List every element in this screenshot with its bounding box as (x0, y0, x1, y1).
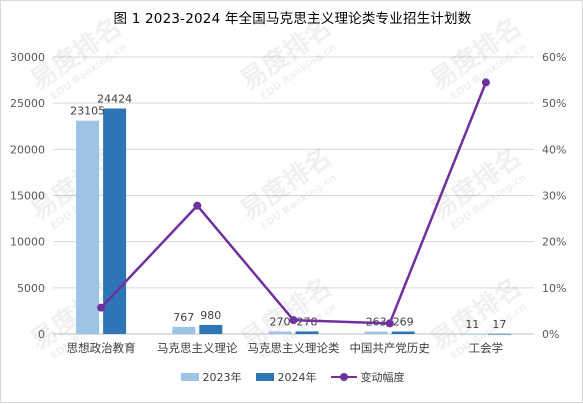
bar-value-label: 270 (270, 316, 291, 329)
bar (391, 331, 415, 334)
bar (76, 120, 100, 334)
x-tick-label: 工会学 (469, 341, 504, 355)
legend-item-2023: 2023年 (180, 369, 242, 385)
y2-tick-label: 30% (542, 190, 566, 203)
bars (76, 108, 511, 335)
change-rate-point (289, 316, 298, 325)
legend: 2023年 2024年 变动幅度 (1, 369, 583, 385)
bar-value-label: 767 (173, 311, 194, 324)
y-tick-label: 25000 (10, 97, 45, 110)
x-tick-label: 中国共产党历史 (349, 341, 430, 355)
y2-tick-label: 0% (542, 328, 559, 341)
bar (199, 324, 223, 334)
x-tick-label: 思想政治教育 (67, 341, 136, 355)
legend-label-2023: 2023年 (202, 371, 242, 384)
bar (103, 108, 127, 334)
bar (460, 333, 484, 335)
y-tick-label: 5000 (17, 282, 45, 295)
legend-label-change: 变动幅度 (360, 371, 405, 384)
change-rate-line (97, 78, 490, 328)
bar-value-label: 269 (393, 316, 414, 329)
x-tick-label: 马克思主义理论 (157, 341, 238, 355)
bar (364, 331, 388, 334)
x-tick-label: 马克思主义理论类 (248, 341, 340, 355)
y-tick-label: 30000 (10, 51, 45, 64)
change-rate-point (385, 319, 394, 328)
legend-item-change: 变动幅度 (330, 369, 405, 385)
y-tick-label: 20000 (10, 143, 45, 156)
legend-swatch-2024 (255, 373, 274, 381)
bar-value-label: 278 (297, 315, 318, 328)
y2-tick-label: 10% (542, 282, 566, 295)
y-axis-right: 0% 10% 20% 30% 40% 50% 60% (542, 51, 566, 341)
bar (487, 333, 511, 335)
y2-tick-label: 50% (542, 97, 566, 110)
bar-value-label: 23105 (70, 105, 105, 118)
legend-label-2024: 2024年 (277, 371, 317, 384)
y-tick-label: 15000 (10, 190, 45, 203)
bar-value-label: 17 (492, 318, 506, 331)
y-tick-label: 10000 (10, 236, 45, 249)
bar-value-label: 980 (200, 309, 221, 322)
bar (295, 331, 319, 334)
bar (172, 326, 196, 334)
change-rate-point (481, 78, 490, 87)
bar-value-label: 11 (465, 318, 479, 331)
bar (268, 331, 292, 334)
y-tick-label: 0 (38, 328, 45, 341)
bar-value-label: 24424 (97, 92, 132, 105)
change-rate-point (97, 303, 106, 312)
change-rate-point (193, 201, 202, 210)
legend-swatch-2023 (180, 373, 199, 381)
chart-title: 图 1 2023-2024 年全国马克思主义理论类专业招生计划数 (113, 11, 472, 27)
y2-tick-label: 40% (542, 143, 566, 156)
y2-tick-label: 20% (542, 236, 566, 249)
legend-item-2024: 2024年 (255, 369, 317, 385)
y2-tick-label: 60% (542, 51, 566, 64)
y-axis-left: 0 5000 10000 15000 20000 25000 30000 (10, 51, 45, 341)
x-axis: 思想政治教育 马克思主义理论 马克思主义理论类 中国共产党历史 工会学 (53, 333, 534, 355)
legend-swatch-change (330, 372, 357, 382)
